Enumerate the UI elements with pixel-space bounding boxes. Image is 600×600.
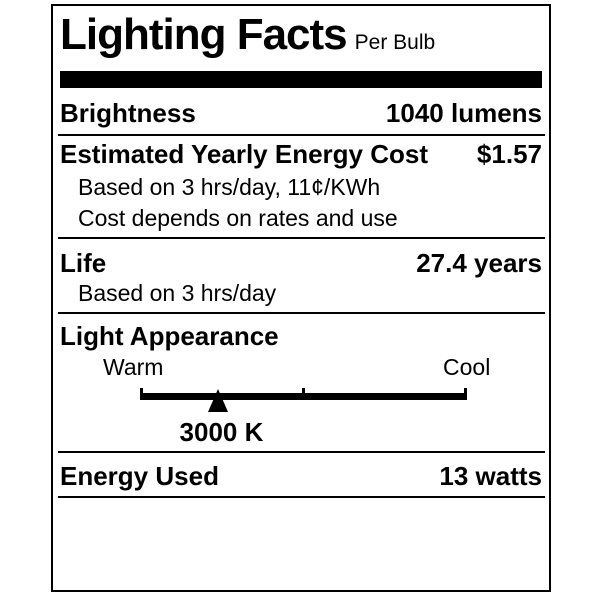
divider — [58, 312, 545, 314]
lighting-facts-label: Lighting Facts Per Bulb Brightness 1040 … — [51, 4, 551, 592]
kelvin-marker-triangle-icon — [208, 389, 229, 412]
color-temperature-scale: 3000 K — [140, 388, 467, 445]
energy-cost-row: Estimated Yearly Energy Cost $1.57 — [60, 141, 542, 167]
energy-used-label: Energy Used — [60, 461, 219, 491]
light-appearance-heading: Light Appearance — [60, 321, 279, 351]
life-value: 27.4 years — [416, 248, 542, 278]
label-title: Lighting Facts — [60, 10, 348, 59]
energy-cost-note-basis: Based on 3 hrs/day, 11¢/KWh — [78, 174, 381, 200]
life-row: Life 27.4 years — [60, 250, 542, 276]
life-label: Life — [60, 248, 107, 278]
divider — [58, 237, 545, 239]
energy-used-value: 13 watts — [439, 461, 542, 491]
divider — [58, 496, 545, 498]
divider — [58, 451, 545, 453]
label-header: Lighting Facts Per Bulb — [60, 13, 542, 57]
cool-label: Cool — [443, 354, 491, 380]
energy-used-row: Energy Used 13 watts — [60, 463, 542, 489]
energy-cost-value: $1.57 — [476, 139, 542, 169]
divider — [58, 134, 545, 136]
label-subtitle: Per Bulb — [354, 31, 436, 54]
life-note-basis: Based on 3 hrs/day — [78, 280, 277, 306]
warm-label: Warm — [103, 354, 164, 380]
header-black-bar — [60, 71, 542, 88]
energy-cost-note-rates: Cost depends on rates and use — [78, 205, 398, 231]
energy-cost-label: Estimated Yearly Energy Cost — [60, 139, 429, 169]
kelvin-value: 3000 K — [179, 417, 264, 447]
scale-bar — [140, 393, 467, 400]
brightness-row: Brightness 1040 lumens — [60, 100, 542, 126]
brightness-value: 1040 lumens — [385, 98, 542, 128]
brightness-label: Brightness — [60, 98, 196, 128]
